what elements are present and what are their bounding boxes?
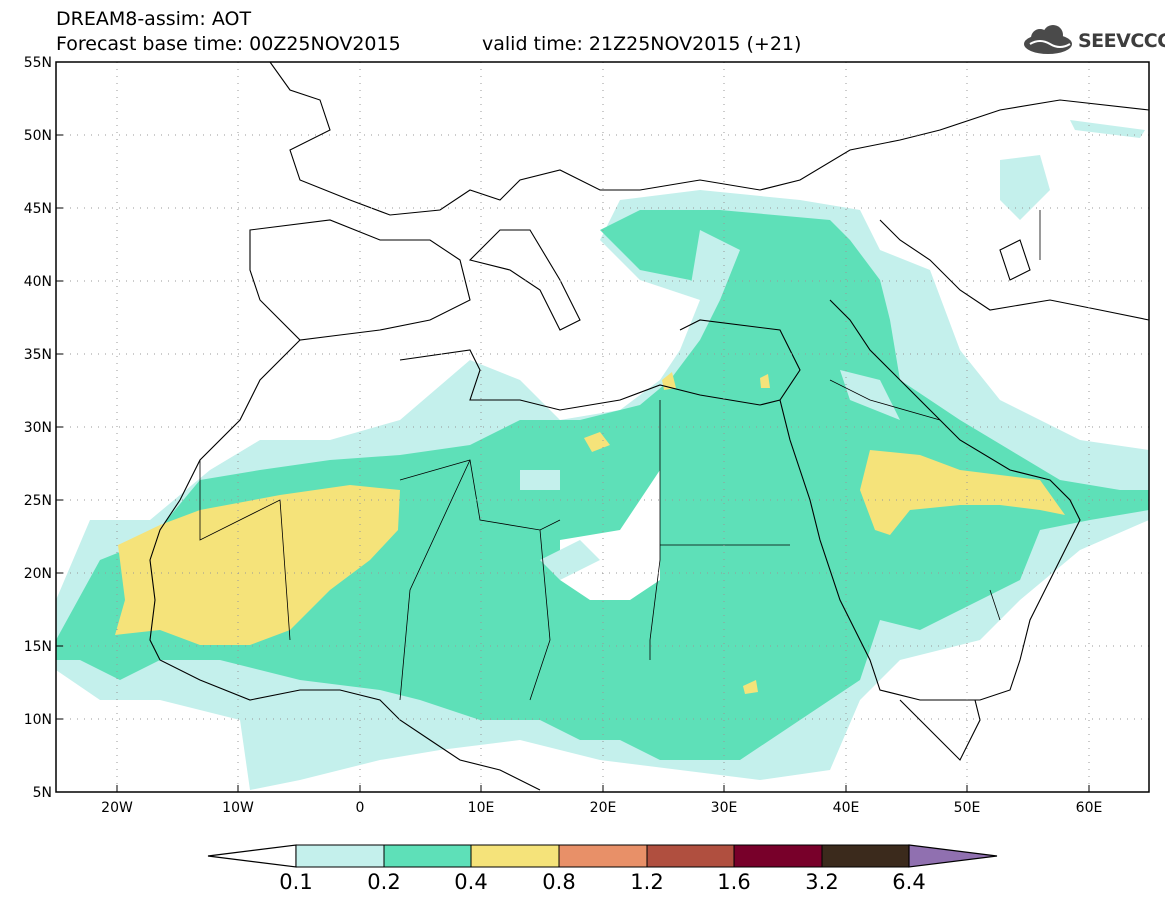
lat-label: 55N (24, 55, 52, 71)
lon-label: 10W (222, 800, 254, 816)
colorbar-label: 6.4 (892, 870, 926, 894)
lat-label: 30N (24, 420, 52, 436)
colorbar-label: 0.4 (454, 870, 488, 894)
axis-ticks (56, 134, 1090, 792)
lat-label: 45N (24, 201, 52, 217)
lat-label: 5N (33, 785, 52, 801)
lon-label: 20E (590, 800, 617, 816)
lat-label: 20N (24, 566, 52, 582)
logo-text: SEEVCCC (1078, 30, 1165, 52)
borders (199, 210, 1041, 701)
coastlines (149, 62, 1149, 791)
colorbar-label: 1.2 (630, 870, 664, 894)
colorbar-label: 0.8 (542, 870, 576, 894)
forecast-base-time: Forecast base time: 00Z25NOV2015 (56, 33, 401, 55)
lon-label: 40E (833, 800, 860, 816)
lat-label: 15N (24, 639, 52, 655)
lon-label: 10E (468, 800, 495, 816)
valid-time: valid time: 21Z25NOV2015 (+21) (482, 33, 802, 55)
lat-label: 10N (24, 712, 52, 728)
colorbar-label: 0.1 (279, 870, 313, 894)
lon-label: 20W (101, 800, 133, 816)
lat-label: 35N (24, 347, 52, 363)
colorbar-label: 3.2 (805, 870, 839, 894)
lat-label: 50N (24, 128, 52, 144)
lon-label: 0 (356, 800, 365, 816)
lat-label: 40N (24, 274, 52, 290)
cloud-icon (1024, 25, 1072, 54)
map-title: DREAM8-assim: AOT (56, 8, 252, 30)
colorbar-label: 0.2 (367, 870, 401, 894)
colorbar-label: 1.6 (717, 870, 751, 894)
lat-label: 25N (24, 493, 52, 509)
lon-label: 50E (954, 800, 981, 816)
lon-label: 60E (1076, 800, 1103, 816)
lon-label: 30E (711, 800, 738, 816)
graticule (56, 62, 1149, 792)
